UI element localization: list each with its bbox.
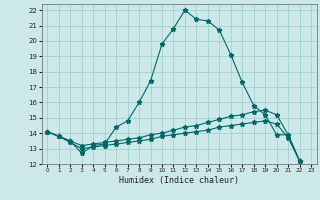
X-axis label: Humidex (Indice chaleur): Humidex (Indice chaleur)	[119, 176, 239, 185]
